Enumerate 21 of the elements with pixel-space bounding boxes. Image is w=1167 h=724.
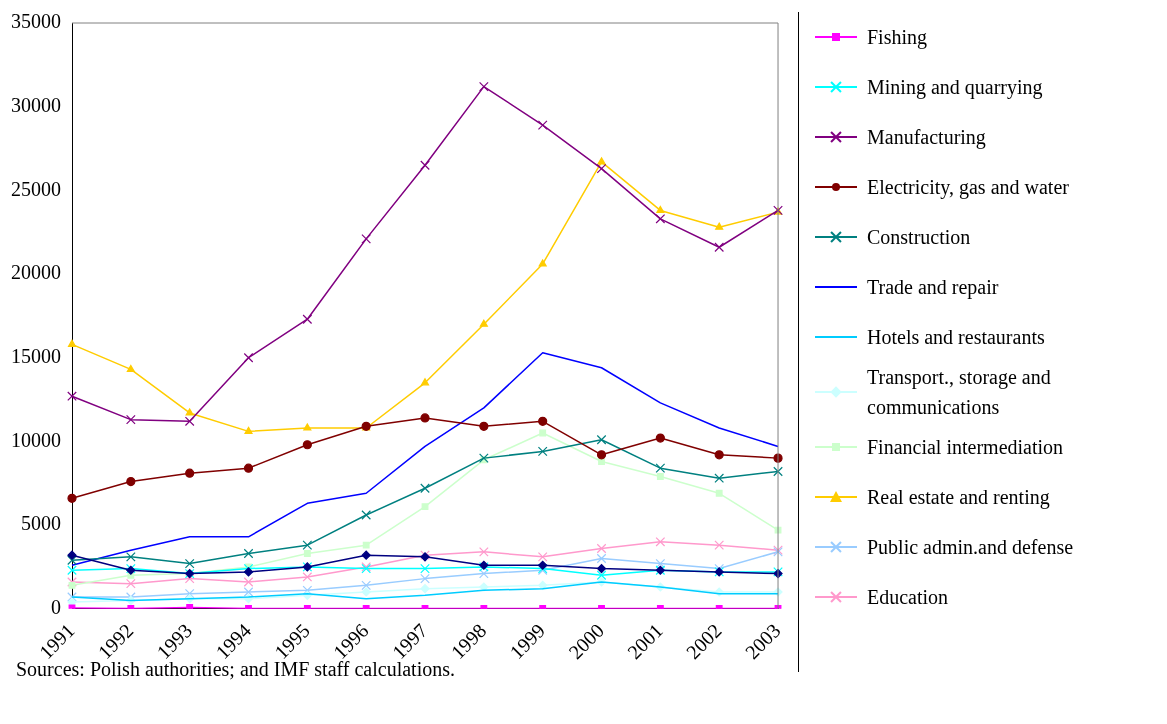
legend-label: Public admin.and defense: [867, 535, 1074, 560]
legend-label: Manufacturing: [867, 125, 986, 151]
legend-label: Electricity, gas and water: [867, 175, 1069, 201]
legend-label: Financial intermediation: [867, 435, 1064, 460]
legend-label: Mining and quarrying: [867, 75, 1043, 101]
legend-label: Fishing: [867, 25, 928, 51]
legend-label: Trade and repair: [867, 275, 999, 301]
y-tick-label: 0: [51, 596, 61, 618]
legend-label: Hotels and restaurants: [867, 325, 1045, 350]
y-tick-label: 5000: [21, 512, 61, 535]
legend-label: Real estate and renting: [867, 485, 1050, 511]
y-tick-label: 20000: [11, 261, 61, 284]
y-tick-label: 35000: [11, 10, 61, 33]
legend-label: Transport., storage and communications: [867, 365, 1052, 420]
legend-label: Construction: [867, 225, 971, 250]
y-tick-label: 10000: [11, 428, 61, 451]
x-tick-label: 1999: [505, 619, 550, 664]
y-tick-label: 25000: [11, 177, 61, 200]
legend-label: Education: [867, 585, 949, 610]
y-tick-label: 30000: [11, 93, 61, 116]
y-tick-label: 15000: [11, 344, 61, 367]
